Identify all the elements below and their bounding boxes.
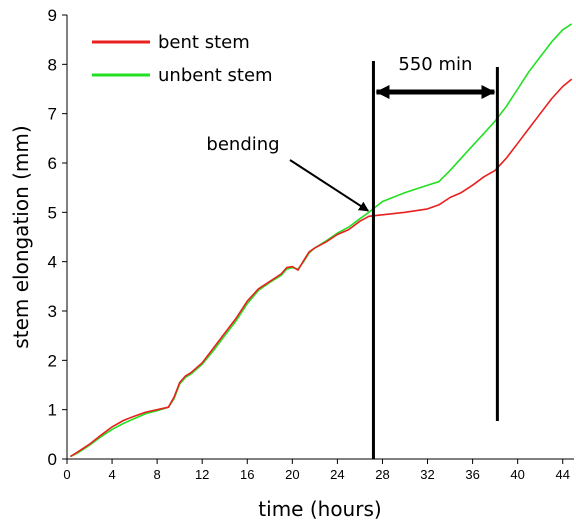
x-tick-label: 16 bbox=[240, 467, 254, 482]
y-tick-label: 0 bbox=[48, 450, 57, 469]
x-tick-label: 0 bbox=[63, 467, 70, 482]
x-tick-label: 44 bbox=[555, 467, 569, 482]
y-axis-title: stem elongation (mm) bbox=[9, 125, 33, 348]
annotations: 550 min bending bbox=[206, 54, 499, 459]
x-tick-label: 36 bbox=[465, 467, 479, 482]
x-tick-label: 24 bbox=[330, 467, 344, 482]
x-tick-label: 40 bbox=[510, 467, 524, 482]
y-tick-label: 5 bbox=[48, 203, 57, 222]
x-tick-label: 28 bbox=[375, 467, 389, 482]
x-tick-label: 8 bbox=[154, 467, 161, 482]
x-tick-label: 4 bbox=[108, 467, 115, 482]
x-ticks: 0 4 8 12 16 20 24 28 32 36 40 44 bbox=[63, 459, 570, 482]
y-tick-label: 6 bbox=[48, 154, 57, 173]
x-axis-title: time (hours) bbox=[258, 497, 381, 521]
y-tick-label: 7 bbox=[48, 105, 57, 124]
x-tick-label: 12 bbox=[195, 467, 209, 482]
x-tick-label: 32 bbox=[420, 467, 434, 482]
interval-label: 550 min bbox=[398, 54, 472, 75]
y-tick-label: 2 bbox=[48, 351, 57, 370]
y-tick-label: 4 bbox=[48, 253, 57, 272]
y-tick-label: 8 bbox=[48, 55, 57, 74]
series-line-bent-stem bbox=[69, 78, 573, 458]
axes bbox=[66, 15, 574, 460]
y-tick-label: 9 bbox=[48, 6, 57, 25]
x-tick-label: 20 bbox=[285, 467, 299, 482]
y-tick-label: 3 bbox=[48, 302, 57, 321]
y-ticks: 0 1 2 3 4 5 6 7 8 9 bbox=[48, 6, 67, 469]
bending-arrow bbox=[289, 159, 370, 212]
bending-label: bending bbox=[206, 134, 279, 155]
legend-label-unbent-stem: unbent stem bbox=[158, 65, 273, 86]
y-tick-label: 1 bbox=[48, 401, 57, 420]
legend: bent stem unbent stem bbox=[92, 32, 273, 86]
series-layer bbox=[69, 23, 573, 458]
legend-label-bent-stem: bent stem bbox=[158, 32, 250, 53]
